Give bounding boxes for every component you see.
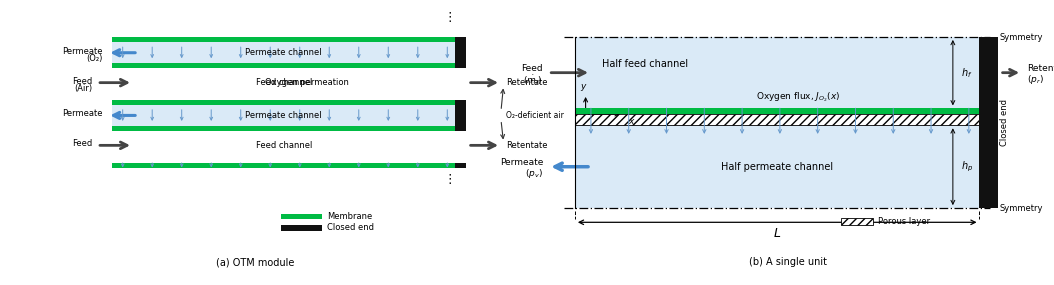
- Text: Permeate: Permeate: [62, 109, 102, 119]
- Text: $(p_v)$: $(p_v)$: [525, 167, 543, 180]
- Bar: [575, 114, 979, 125]
- Text: Permeate channel: Permeate channel: [246, 111, 323, 120]
- Bar: [113, 37, 455, 42]
- Bar: [575, 108, 979, 114]
- Bar: [575, 37, 979, 108]
- Text: Symmetry: Symmetry: [999, 203, 1043, 213]
- Text: $(p_r)$: $(p_r)$: [1028, 73, 1045, 86]
- Bar: [455, 37, 466, 68]
- Bar: [113, 63, 455, 68]
- Bar: [841, 218, 873, 225]
- Text: y: y: [581, 82, 586, 91]
- Text: (O₂): (O₂): [85, 54, 102, 64]
- Text: (Air): (Air): [74, 84, 92, 93]
- Text: Symmetry: Symmetry: [999, 32, 1043, 42]
- Text: Closed end: Closed end: [327, 223, 374, 233]
- Text: Porous layer: Porous layer: [878, 217, 931, 226]
- Bar: [113, 100, 455, 105]
- Text: Feed channel: Feed channel: [255, 78, 312, 87]
- Text: Retentate: Retentate: [506, 141, 548, 150]
- Bar: [113, 126, 455, 131]
- Text: Retentate: Retentate: [1028, 64, 1054, 73]
- Bar: [455, 100, 466, 131]
- Text: (a) OTM module: (a) OTM module: [216, 257, 295, 267]
- Text: Retentate: Retentate: [506, 78, 548, 87]
- Text: x: x: [628, 117, 633, 126]
- Text: $h_p$: $h_p$: [961, 160, 973, 174]
- Text: (b) A single unit: (b) A single unit: [748, 257, 827, 267]
- Text: Oxygen flux, $J_{O_2}(x)$: Oxygen flux, $J_{O_2}(x)$: [757, 90, 841, 104]
- Bar: [979, 37, 998, 208]
- Text: Closed end: Closed end: [999, 99, 1009, 146]
- Bar: [281, 214, 323, 219]
- Bar: [113, 100, 455, 131]
- Bar: [113, 163, 455, 168]
- Text: O₂-deficient air: O₂-deficient air: [506, 111, 564, 120]
- Text: Permeate: Permeate: [62, 47, 102, 56]
- Bar: [113, 37, 455, 68]
- Text: $h_f$: $h_f$: [961, 66, 972, 80]
- Text: Feed: Feed: [522, 64, 543, 73]
- Text: $L$: $L$: [774, 227, 781, 240]
- Text: ⋮: ⋮: [444, 11, 456, 24]
- Text: Half permeate channel: Half permeate channel: [721, 162, 834, 172]
- Text: Feed channel: Feed channel: [255, 141, 312, 150]
- Bar: [575, 125, 979, 208]
- Text: $(\dot{m}_f)$: $(\dot{m}_f)$: [524, 73, 543, 87]
- Text: ⋮: ⋮: [444, 173, 456, 186]
- Text: Permeate channel: Permeate channel: [246, 48, 323, 57]
- Text: Membrane: Membrane: [327, 212, 372, 221]
- Bar: [455, 163, 466, 168]
- Text: Feed: Feed: [72, 139, 92, 148]
- Text: Oxygen permeation: Oxygen permeation: [265, 78, 349, 87]
- Bar: [281, 225, 323, 231]
- Text: Permeate: Permeate: [500, 158, 543, 167]
- Text: Half feed channel: Half feed channel: [602, 59, 687, 69]
- Text: Feed: Feed: [72, 77, 92, 86]
